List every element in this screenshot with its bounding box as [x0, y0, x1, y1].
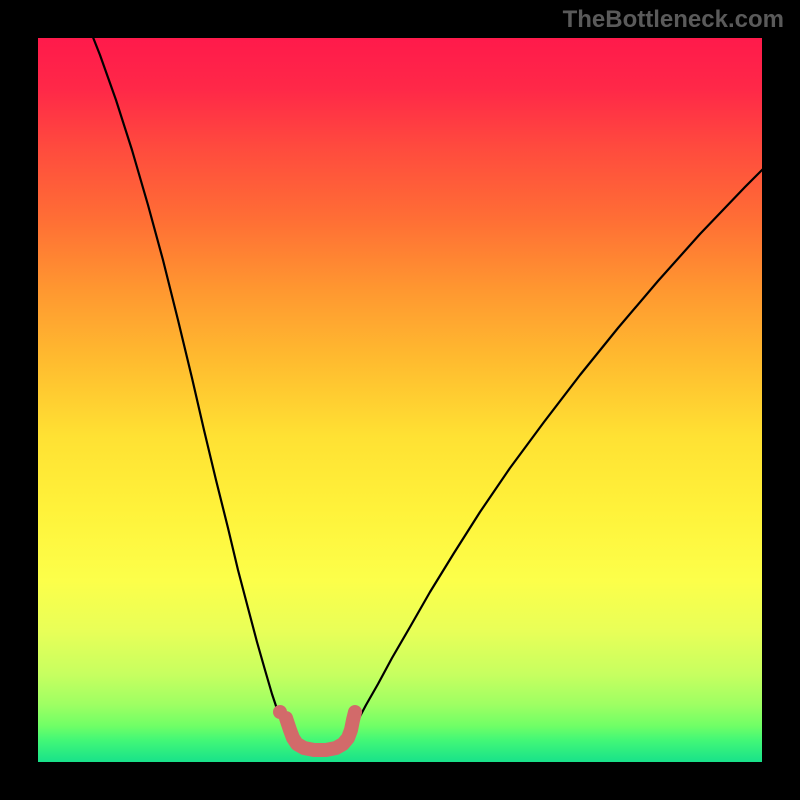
frame-bottom — [0, 762, 800, 800]
bottom-u-marker — [286, 712, 355, 750]
bottom-marker-dot — [273, 705, 287, 719]
frame-left — [0, 38, 38, 762]
watermark-text: TheBottleneck.com — [563, 6, 784, 34]
left-curve — [85, 17, 290, 741]
right-curve — [345, 142, 790, 741]
frame-right — [762, 38, 800, 762]
chart-root: TheBottleneck.com — [0, 0, 800, 800]
curves-layer — [0, 0, 800, 800]
